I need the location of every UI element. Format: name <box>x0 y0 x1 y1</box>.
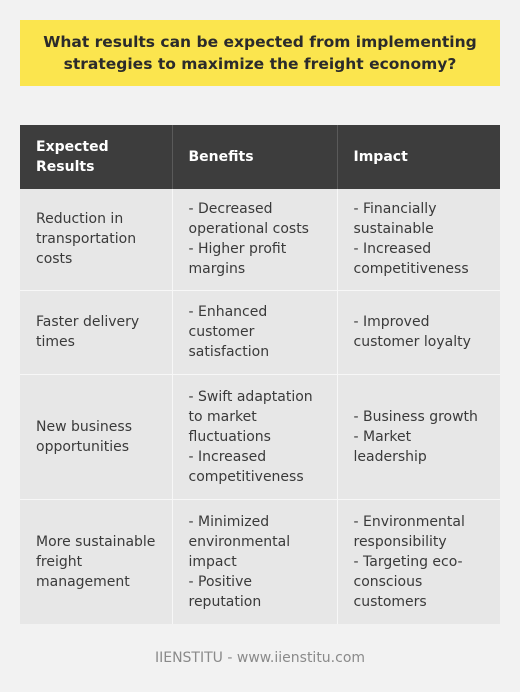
results-table-container: Expected Results Benefits Impact Reducti… <box>20 125 500 624</box>
impact-cell: - Financially sustainable - Increased co… <box>336 189 500 290</box>
impact-item: - Targeting eco-conscious customers <box>353 553 463 610</box>
result-cell: More sustainable freight management <box>20 498 172 624</box>
benefits-cell: - Swift adaptation to market fluctuation… <box>171 373 337 499</box>
impact-cell: - Business growth - Market leadership <box>336 373 500 499</box>
impact-item: - Business growth <box>353 408 478 425</box>
table-row: More sustainable freight management - Mi… <box>20 498 500 624</box>
header-expected-results: Expected Results <box>20 125 172 189</box>
header-benefits: Benefits <box>171 125 337 189</box>
benefit-item: - Decreased operational costs <box>188 201 309 238</box>
table-row: New business opportunities - Swift adapt… <box>20 373 500 499</box>
impact-item: - Financially sustainable <box>353 201 437 238</box>
benefit-item: - Swift adaptation to market fluctuation… <box>188 388 313 445</box>
impact-cell: - Environmental responsibility - Targeti… <box>336 498 500 624</box>
result-cell: New business opportunities <box>20 373 172 499</box>
benefit-item: - Increased competitiveness <box>188 448 304 485</box>
results-table: Expected Results Benefits Impact Reducti… <box>20 125 500 624</box>
impact-item: - Increased competitiveness <box>353 241 469 278</box>
benefit-item: - Enhanced customer satisfaction <box>188 304 270 360</box>
result-cell: Faster delivery times <box>20 289 172 374</box>
result-cell: Reduction in transportation costs <box>20 189 172 290</box>
benefits-cell: - Minimized environmental impact - Posit… <box>171 498 337 624</box>
page-title: What results can be expected from implem… <box>43 33 477 73</box>
impact-item: - Improved customer loyalty <box>353 314 471 350</box>
title-banner: What results can be expected from implem… <box>20 20 500 86</box>
impact-item: - Environmental responsibility <box>353 513 465 550</box>
benefits-cell: - Decreased operational costs - Higher p… <box>171 189 337 290</box>
benefit-item: - Positive reputation <box>188 573 262 610</box>
impact-cell: - Improved customer loyalty <box>336 289 500 374</box>
footer-credit: IIENSTITU - www.iienstitu.com <box>154 650 366 666</box>
benefit-item: - Minimized environmental impact <box>188 513 291 570</box>
benefit-item: - Higher profit margins <box>188 241 287 278</box>
benefits-cell: - Enhanced customer satisfaction <box>171 289 337 374</box>
table-header-row: Expected Results Benefits Impact <box>20 125 500 189</box>
impact-item: - Market leadership <box>353 428 427 465</box>
table-row: Reduction in transportation costs - Decr… <box>20 189 500 290</box>
header-impact: Impact <box>336 125 500 189</box>
table-row: Faster delivery times - Enhanced custome… <box>20 289 500 374</box>
